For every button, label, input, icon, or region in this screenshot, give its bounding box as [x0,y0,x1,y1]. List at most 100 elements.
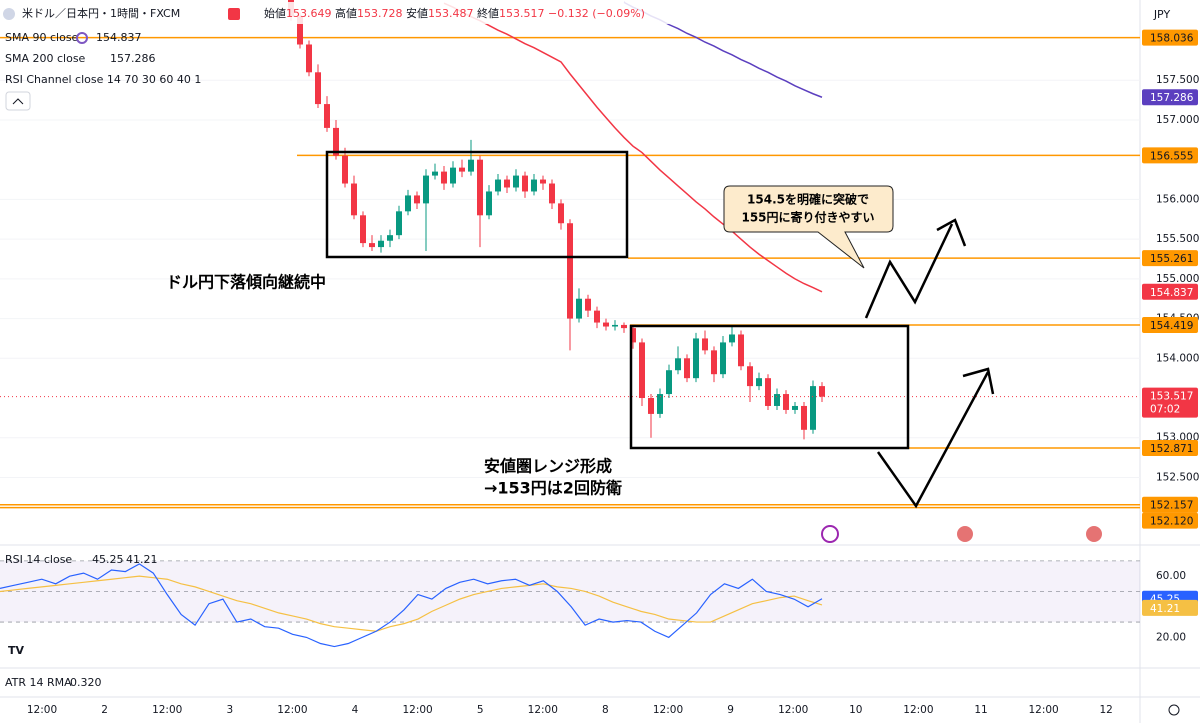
price-tag-label: 153.517 [1150,391,1193,403]
symbol-icon [3,8,15,20]
callout-text: 155円に寄り付きやすい [741,210,874,225]
candle-body [540,179,546,184]
currency: JPY [1153,8,1171,21]
candle-body [342,155,348,184]
candle-body [513,175,519,188]
legend-value: 157.286 [110,52,156,65]
price-tag [1142,283,1198,300]
countdown: 07:02 [1150,404,1180,416]
candle-body [387,235,393,241]
status-icon [228,8,240,20]
candle-body [711,350,717,375]
ohlc-label: 高値 [335,6,357,20]
logo: TV [8,644,25,657]
y-tick-label: 156.000 [1156,193,1199,205]
candle-body [684,358,690,379]
candle-body [819,386,825,397]
candle-body [585,298,591,311]
candle-body [450,167,456,184]
rsi-tag [1142,599,1198,616]
price-tag-label: 154.419 [1150,320,1193,332]
price-tag [1142,439,1198,456]
event-icon[interactable] [821,525,839,543]
indicator-label: RSI Channel close 14 70 30 60 40 1 [5,73,201,86]
arrow-head [936,218,967,247]
ohlc-label: 終値 [477,6,499,20]
candle-body [630,328,636,343]
ohlc-value: 153.487 [428,7,474,20]
candle-body [414,195,420,204]
candle-body [639,342,645,399]
y-tick-label: 155.000 [1156,273,1199,285]
candle-body [747,366,753,387]
collapse-button[interactable] [5,91,31,111]
drawings [325,150,995,509]
annotation: 安値圏レンジ形成 [484,457,612,476]
candle-body [594,310,600,323]
settings-icon[interactable] [1168,704,1180,716]
candle-body [441,171,447,184]
candle-body [702,338,708,351]
candle-body [324,104,330,128]
arrow [864,223,954,319]
x-tick-label: 12:00 [903,704,933,716]
rsi-tick-label: 60.00 [1156,570,1186,582]
candle-body [360,215,366,244]
candle-body [576,298,582,319]
price-tag-label: 155.261 [1150,253,1193,265]
callout-text: 154.5を明確に突破で [747,192,869,207]
annotation: →153円は2回防衛 [484,479,622,498]
candle-body [423,175,429,204]
currency-box[interactable] [1150,6,1186,24]
ohlc-value: 153.649 [286,7,332,20]
price-tag [1142,496,1198,513]
event-icon[interactable] [957,526,973,542]
sma-line [443,2,823,293]
symbol-title: 米ドル／日本円・1時間・FXCM [22,6,180,20]
candle-body [774,394,780,406]
callout [723,185,894,269]
candle-body [549,183,555,204]
x-tick-label: 12:00 [1028,704,1058,716]
candle-body [504,179,510,188]
candle-body [657,394,663,414]
candle-body [738,334,744,367]
price-tag-label: 152.871 [1150,443,1193,455]
ohlc: 始値153.649 高値153.728 安値153.487 終値153.517 … [264,6,645,20]
candle-body [603,322,609,327]
rsi-ma-value: 41.21 [126,553,158,566]
candle-body [648,398,654,414]
collapse-icon [12,98,24,105]
x-tick-label: 4 [352,704,359,716]
x-tick-label: 9 [727,704,734,716]
legend-icon [76,32,88,44]
price-plot [0,0,1140,509]
change: −0.132 (−0.09%) [548,7,645,20]
rsi-line [0,563,823,648]
range-box [325,150,629,259]
candle-body [477,159,483,216]
atr-title: ATR 14 RMA [5,676,72,689]
candle-body [459,167,465,172]
ohlc-value: 153.517 [499,7,545,20]
x-tick-label: 5 [477,704,484,716]
event-icon[interactable] [1086,526,1102,542]
ohlc-label: 始値 [264,6,286,20]
candle-body [405,195,411,212]
candle-body [432,171,438,176]
range-box [629,324,910,450]
candle-body [756,378,762,387]
candle-body [666,370,672,395]
x-tick-label: 3 [226,704,233,716]
ohlc-value: 153.728 [357,7,403,20]
y-tick-label: 155.500 [1156,233,1199,245]
annotation: ドル円下落傾向継続中 [166,273,326,292]
candle-body [729,334,735,343]
rsi-tick-label: 20.00 [1156,631,1186,643]
price-tag-label: 154.837 [1150,287,1193,299]
candle-body [558,203,564,224]
candle-body [567,223,573,319]
x-tick-label: 12 [1100,704,1113,716]
